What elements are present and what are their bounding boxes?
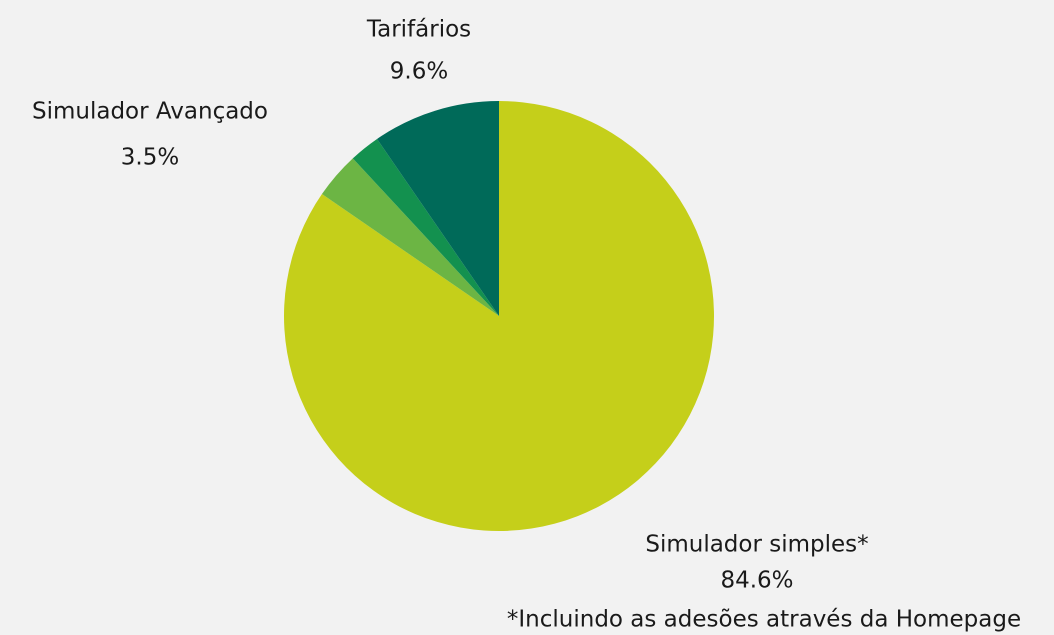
pie-slice bbox=[321, 158, 499, 316]
pie-slice bbox=[352, 138, 499, 316]
slice-label: Simulador simples* bbox=[645, 532, 868, 558]
footnote: *Incluindo as adesões através da Homepag… bbox=[507, 607, 1021, 633]
value-label: 9.6% bbox=[390, 59, 448, 85]
pie-slice bbox=[377, 101, 499, 316]
value-label: 84.6% bbox=[720, 568, 793, 594]
value-label: 3.5% bbox=[121, 145, 179, 171]
slice-label: Simulador Avançado bbox=[32, 99, 268, 125]
slice-label: Tarifários bbox=[366, 17, 471, 43]
